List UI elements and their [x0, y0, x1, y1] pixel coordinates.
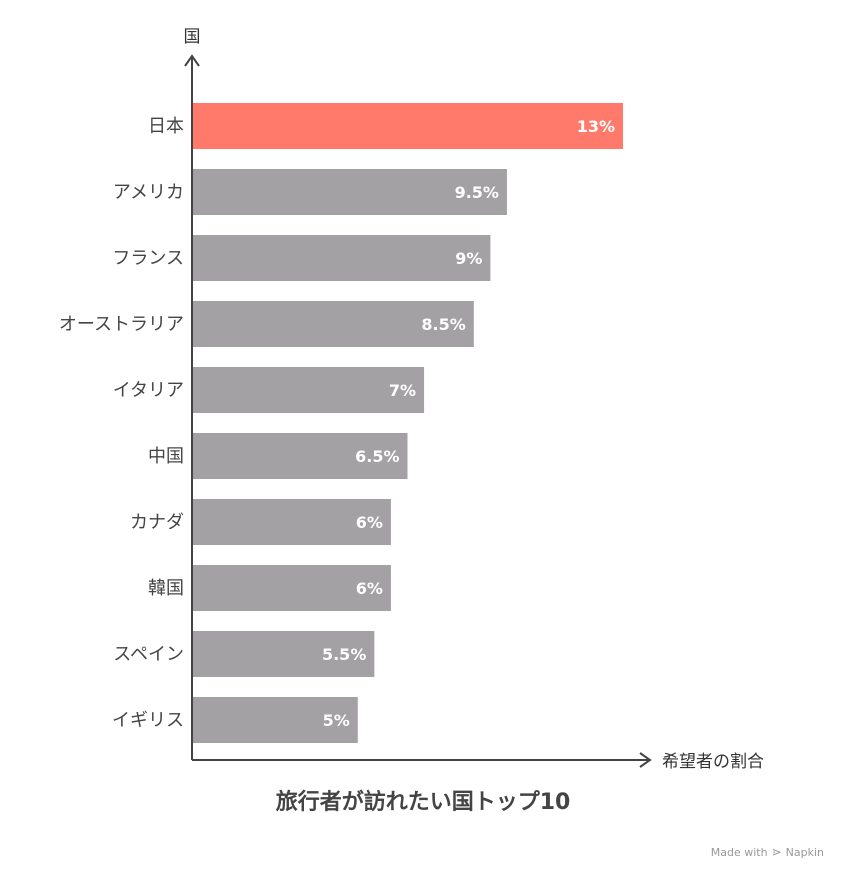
bar-8: [192, 631, 375, 677]
napkin-watermark: Made with ⋗ Napkin: [711, 845, 824, 859]
category-label: アメリカ: [113, 182, 184, 203]
category-label: フランス: [112, 248, 184, 269]
bar-value-label: 5%: [323, 711, 350, 730]
x-axis-arrow-icon: [639, 752, 652, 768]
bar-9: [192, 697, 358, 743]
made-with-text: Made with: [710, 845, 768, 859]
bar-chart: 13% 日本 9.5% アメリカ 9% フランス 8.5% オーストラリア 7% イタリア 6.5%…: [59, 27, 764, 772]
bar-2: [192, 235, 491, 281]
category-label: イギリス: [112, 710, 184, 731]
y-axis-title: 国: [184, 27, 201, 47]
bar-value-label: 8.5%: [421, 315, 465, 334]
bar-1: [192, 169, 507, 215]
bar-value-label: 5.5%: [322, 645, 366, 664]
bar-value-label: 9%: [455, 249, 482, 268]
chart-title: 旅行者が訪れたい国トップ10: [275, 790, 571, 815]
category-label: カナダ: [130, 512, 184, 533]
brand-name: Napkin: [785, 845, 824, 859]
bar-5: [192, 433, 408, 479]
category-label: 日本: [148, 116, 184, 137]
bar-value-label: 9.5%: [455, 183, 499, 202]
bar-value-label: 6.5%: [355, 447, 399, 466]
category-label: イタリア: [113, 380, 184, 401]
bar-0: [192, 103, 623, 149]
x-axis-title: 希望者の割合: [662, 752, 764, 772]
bar-value-label: 6%: [356, 513, 383, 532]
bar-value-label: 6%: [356, 579, 383, 598]
y-axis-arrow-icon: [184, 54, 200, 67]
category-label: 韓国: [148, 578, 184, 599]
bar-7: [192, 565, 391, 611]
bar-6: [192, 499, 391, 545]
bar-value-label: 7%: [389, 381, 416, 400]
bars-layer: [192, 103, 623, 743]
bar-3: [192, 301, 474, 347]
labels-layer: 13% 日本 9.5% アメリカ 9% フランス 8.5% オーストラリア 7% イタリア 6.5%…: [59, 116, 615, 731]
napkin-logo-icon: ⋗: [771, 845, 782, 859]
category-label: スペイン: [113, 644, 184, 665]
category-label: 中国: [148, 446, 184, 467]
bar-value-label: 13%: [577, 117, 615, 136]
bar-4: [192, 367, 425, 413]
category-label: オーストラリア: [59, 314, 184, 335]
